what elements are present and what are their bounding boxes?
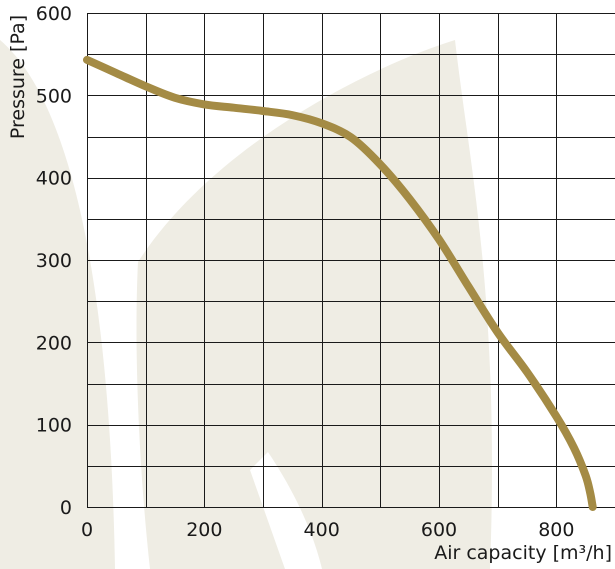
x-tick-label: 600 bbox=[421, 519, 457, 541]
x-tick-label: 0 bbox=[81, 519, 93, 541]
y-tick-label: 500 bbox=[36, 85, 72, 107]
y-tick-label: 600 bbox=[36, 3, 72, 25]
x-tick-label: 400 bbox=[304, 519, 340, 541]
y-tick-label: 200 bbox=[36, 332, 72, 354]
y-tick-label: 100 bbox=[36, 415, 72, 437]
series-line-0 bbox=[83, 55, 597, 511]
y-tick-label: 400 bbox=[36, 168, 72, 190]
series bbox=[83, 55, 597, 511]
leaf-watermark bbox=[0, 40, 492, 569]
axis-ticks: 0 200 400 600 800 0 100 200 300 400 500 600 bbox=[36, 3, 575, 541]
y-axis-title: Pressure [Pa] bbox=[7, 15, 29, 139]
y-tick-label: 0 bbox=[60, 497, 72, 519]
y-tick-label: 300 bbox=[36, 250, 72, 272]
x-tick-label: 800 bbox=[538, 519, 574, 541]
grid bbox=[87, 13, 615, 508]
x-tick-label: 200 bbox=[186, 519, 222, 541]
x-axis-title: Air capacity [m³/h] bbox=[434, 542, 612, 564]
